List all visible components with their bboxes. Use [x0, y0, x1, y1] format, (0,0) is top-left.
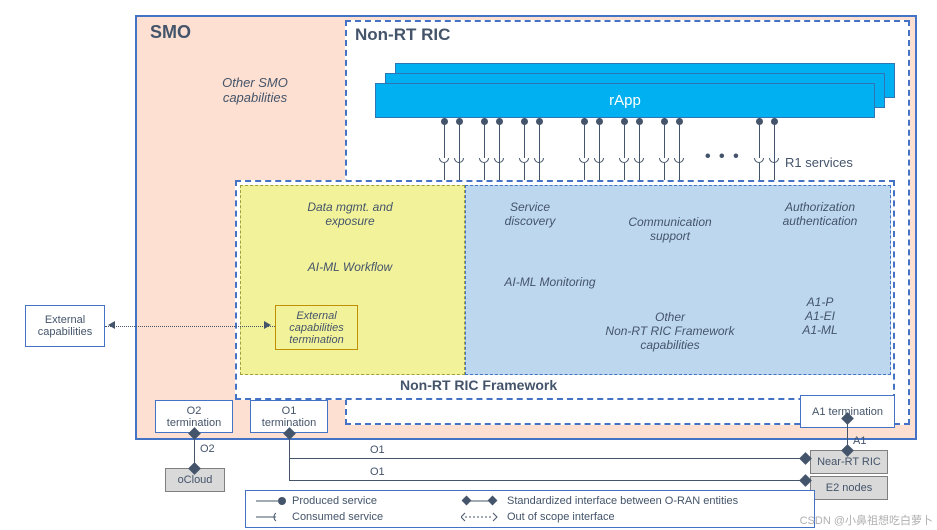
oos-icon [461, 511, 501, 523]
conn-stem [584, 163, 585, 180]
o1-vline-branch [289, 458, 290, 480]
consumed-icon [256, 511, 286, 523]
external-capabilities-box: External capabilities [25, 305, 105, 347]
service-discovery-label: Service discovery [490, 200, 570, 228]
conn-stem [599, 118, 600, 180]
produced-icon [256, 495, 286, 507]
conn-stem [759, 163, 760, 180]
conn-stem [639, 118, 640, 180]
legend-produced: Produced service [256, 495, 377, 507]
legend-std: Standardized interface between O-RAN ent… [461, 495, 738, 507]
conn-stem [499, 118, 500, 180]
other-smo-caps: Other SMO capabilities [190, 75, 320, 105]
arrow-left [108, 321, 115, 329]
legend-consumed-label: Consumed service [292, 511, 383, 523]
arrow-right [264, 321, 271, 329]
framework-title: Non-RT RIC Framework [400, 377, 557, 393]
smo-title: SMO [150, 22, 191, 43]
o1-vline [289, 438, 290, 458]
conn-stem [459, 118, 460, 180]
r1-services-label: R1 services [785, 155, 853, 170]
aiml-workflow-label: AI-ML Workflow [290, 260, 410, 274]
non-rt-ric-title: Non-RT RIC [355, 25, 450, 45]
o2-label: O2 [200, 443, 215, 455]
legend-box: Produced service Consumed service Standa… [245, 490, 815, 528]
rapp-label: rApp [609, 92, 641, 109]
std-iface-icon [461, 495, 501, 507]
data-mgmt-label: Data mgmt. and exposure [290, 200, 410, 228]
legend-std-label: Standardized interface between O-RAN ent… [507, 495, 738, 507]
rapp-box-front: rApp [375, 83, 875, 118]
ext-dotted-line [105, 326, 275, 327]
legend-oos-label: Out of scope interface [507, 511, 615, 523]
a1-list-label: A1-P A1-EI A1-ML [790, 295, 850, 337]
conn-stem [484, 118, 485, 158]
conn-stem [539, 118, 540, 180]
conn-stem [774, 118, 775, 180]
conn-stem [444, 163, 445, 180]
conn-stem [624, 118, 625, 158]
conn-stem [679, 118, 680, 180]
aiml-monitoring-label: AI-ML Monitoring [490, 275, 610, 289]
conn-stem [664, 118, 665, 158]
legend-produced-label: Produced service [292, 495, 377, 507]
legend-oos: Out of scope interface [461, 511, 615, 523]
o1-label-b: O1 [370, 466, 385, 478]
comm-support-label: Communication support [610, 215, 730, 243]
e2-nodes-box: E2 nodes [810, 476, 888, 500]
other-fw-label: Other Non-RT RIC Framework capabilities [590, 310, 750, 352]
conn-stem [584, 118, 585, 158]
o1-hline-bot [289, 480, 805, 481]
conn-stem [759, 118, 760, 158]
conn-stem [484, 163, 485, 180]
ext-cap-termination-box: External capabilities termination [275, 305, 358, 350]
o1-label-a: O1 [370, 444, 385, 456]
ellipsis: • • • [705, 148, 741, 166]
a1-label: A1 [853, 435, 866, 447]
auth-label: Authorization authentication [770, 200, 870, 228]
o1-hline-top [289, 458, 805, 459]
legend-consumed: Consumed service [256, 511, 383, 523]
conn-stem [624, 163, 625, 180]
conn-stem [444, 118, 445, 158]
conn-stem [524, 163, 525, 180]
conn-stem [664, 163, 665, 180]
conn-stem [524, 118, 525, 158]
watermark: CSDN @小鼻祖想吃白萝卜 [800, 512, 933, 528]
